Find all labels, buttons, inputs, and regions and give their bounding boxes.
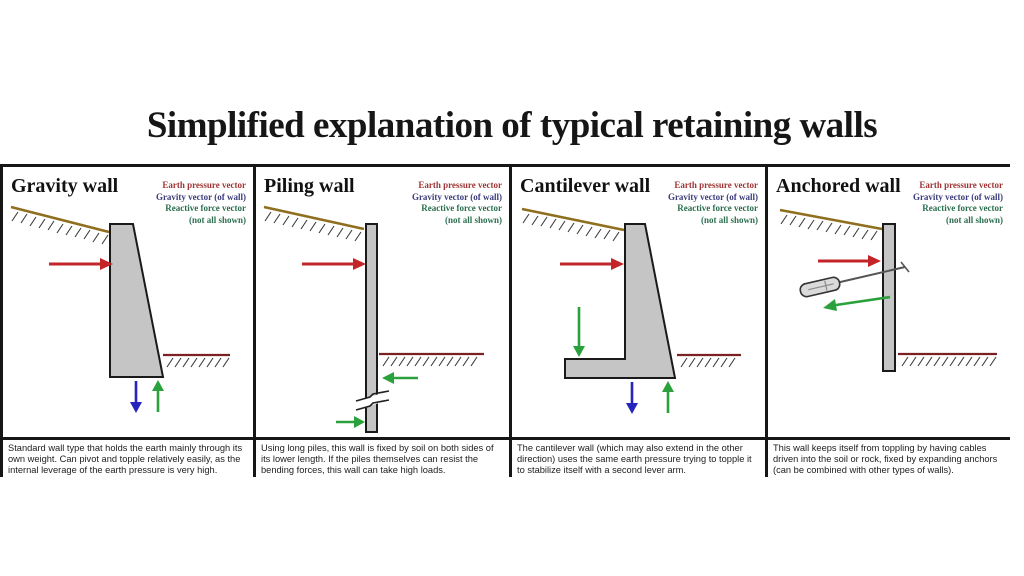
gravity-wall-drawing: Gravity wall Earth pressure vector Gravi… [3,167,253,437]
pile-break-mark [355,390,390,402]
reactive-force-arrow-left-soil [336,416,365,428]
legend-not-all-shown: (not all shown) [188,214,246,225]
anchor-cable [835,266,906,284]
ground-hatching [901,356,997,367]
legend-reactive: Reactive force vector [677,203,758,213]
panel-title: Anchored wall [776,175,901,197]
panel-caption: This wall keeps itself from toppling by … [768,437,1010,477]
earth-slope-line [10,205,110,234]
legend-reactive: Reactive force vector [922,203,1003,213]
vector-legend: Earth pressure vector Gravity vector (of… [412,180,502,226]
earth-pressure-arrow [302,258,366,270]
panel-title: Piling wall [264,175,355,197]
pile-break-mark [355,399,390,411]
reactive-force-arrow [662,381,674,413]
piling-wall-drawing: Piling wall Earth pressure vector Gravit… [256,167,509,437]
legend-gravity: Gravity vector (of wall) [667,191,758,202]
panel-caption: Standard wall type that holds the earth … [3,437,253,477]
panel-caption: The cantilever wall (which may also exte… [512,437,765,477]
earth-slope-line [263,205,365,231]
earth-pressure-arrow [560,258,624,270]
legend-not-all-shown: (not all shown) [700,214,758,225]
anchor-cable-end-tick [900,261,910,273]
legend-not-all-shown: (not all shown) [945,214,1003,225]
piling-wall-figure [263,205,484,433]
ground-hatching [166,357,230,368]
gravity-vector-arrow [130,381,142,413]
anchored-wall-figure [779,208,997,372]
legend-earth-pressure: Earth pressure vector [162,180,246,190]
legend-earth-pressure: Earth pressure vector [919,180,1003,190]
slope-hatching [264,211,362,242]
pile-break-gap [356,391,389,410]
panel-title: Cantilever wall [520,175,651,197]
expanding-anchor-body [799,276,841,298]
panel-gravity-wall: Gravity wall Earth pressure vector Gravi… [3,167,256,477]
gravity-vector-arrow [626,382,638,414]
reactive-force-arrow-right-soil [382,372,418,384]
cantilever-wall-figure [521,207,741,414]
panel-title: Gravity wall [11,175,119,197]
slope-hatching [780,214,878,241]
legend-gravity: Gravity vector (of wall) [155,191,246,202]
earth-slope-line [521,207,625,232]
earth-pressure-arrow [818,255,881,267]
slope-hatching [522,213,620,242]
legend-gravity: Gravity vector (of wall) [411,191,502,202]
gravity-wall-body [109,223,165,378]
reactive-force-arrow [152,380,164,412]
earth-slope-line [779,208,883,231]
vector-legend: Earth pressure vector Gravity vector (of… [156,180,246,226]
legend-earth-pressure: Earth pressure vector [674,180,758,190]
slope-hatching [11,211,109,245]
vector-legend: Earth pressure vector Gravity vector (of… [668,180,758,226]
panel-caption: Using long piles, this wall is fixed by … [256,437,509,477]
cantilever-wall-body [564,223,677,379]
anchor-reactive-force-arrow [823,295,891,311]
legend-earth-pressure: Earth pressure vector [418,180,502,190]
cantilever-wall-drawing: Cantilever wall Earth pressure vector Gr… [512,167,765,437]
panel-piling-wall: Piling wall Earth pressure vector Gravit… [256,167,512,477]
legend-reactive: Reactive force vector [421,203,502,213]
panel-anchored-wall: Anchored wall Earth pressure vector Grav… [768,167,1010,477]
ground-hatching [382,356,478,367]
vector-legend: Earth pressure vector Gravity vector (of… [913,180,1003,226]
legend-gravity: Gravity vector (of wall) [912,191,1003,202]
gravity-wall-figure [10,205,230,413]
panels-frame: Gravity wall Earth pressure vector Gravi… [0,164,1010,477]
anchored-wall-drawing: Anchored wall Earth pressure vector Grav… [768,167,1010,437]
legend-reactive: Reactive force vector [165,203,246,213]
ground-hatching [680,357,736,368]
panel-cantilever-wall: Cantilever wall Earth pressure vector Gr… [512,167,768,477]
pile-body [365,223,378,433]
legend-not-all-shown: (not all shown) [444,214,502,225]
earth-weight-on-heel-arrow [573,307,585,357]
earth-pressure-arrow [49,258,113,270]
page-title: Simplified explanation of typical retain… [146,105,878,146]
